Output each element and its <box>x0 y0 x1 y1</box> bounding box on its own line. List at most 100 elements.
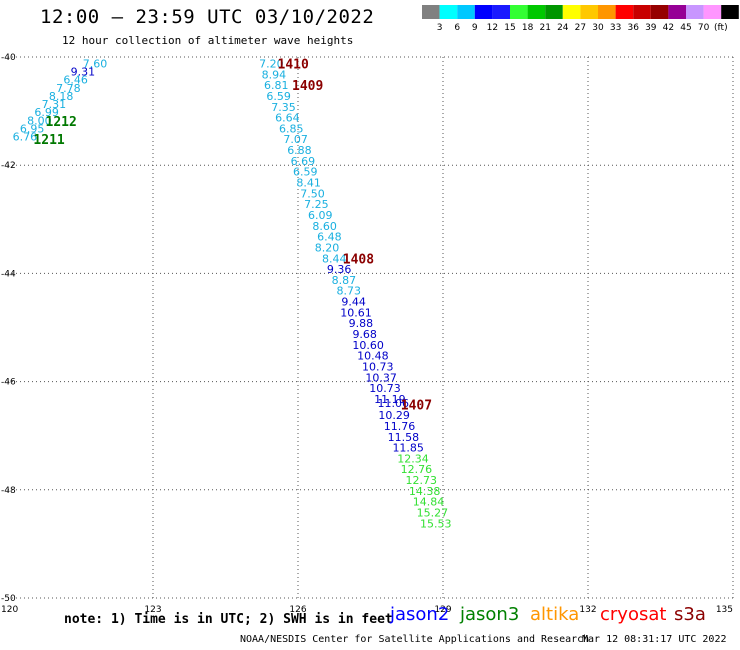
legend-swatch <box>703 5 722 19</box>
swh-value: 10.73 <box>369 382 401 395</box>
legend-label: 15 <box>504 23 515 33</box>
y-tick-label: -40 <box>1 53 16 63</box>
y-tick-label: -50 <box>1 594 16 604</box>
pass-time-label: 1211 <box>33 133 64 148</box>
swh-value: 6.88 <box>287 144 312 157</box>
swh-value: 6.59 <box>293 166 318 179</box>
swh-value: 12.73 <box>406 474 438 487</box>
swh-value: 8.18 <box>49 90 74 103</box>
legend-label: 70 <box>698 23 710 33</box>
swh-value: 7.31 <box>42 98 67 111</box>
x-tick-label: 132 <box>579 605 596 615</box>
legend-swatch <box>439 5 458 19</box>
swh-value: 6.64 <box>275 112 300 125</box>
swh-value: 14.84 <box>413 496 445 509</box>
swh-value: 9.44 <box>341 296 366 309</box>
satellite-jason3: jason3 <box>460 604 520 625</box>
legend-label: 30 <box>592 23 604 33</box>
swh-value: 10.60 <box>352 339 384 352</box>
swh-value: 6.85 <box>279 122 304 135</box>
pass-time-label: 1407 <box>401 398 432 413</box>
swh-value: 10.61 <box>340 306 372 319</box>
y-tick-label: -48 <box>1 486 16 496</box>
legend-label: 36 <box>627 23 639 33</box>
swh-value: 6.95 <box>20 122 45 135</box>
legend-swatch <box>474 5 493 19</box>
legend-unit: (ft) <box>714 23 728 33</box>
satellite-altika: altika <box>530 604 580 625</box>
credit-text: NOAA/NESDIS Center for Satellite Applica… <box>240 634 590 645</box>
legend-swatch <box>510 5 528 19</box>
legend-swatch <box>457 5 475 19</box>
legend-swatch <box>598 5 616 19</box>
legend-swatch <box>545 5 563 19</box>
swh-value: 7.20 <box>259 57 284 70</box>
swh-value: 12.76 <box>401 463 433 476</box>
swh-value: 7.60 <box>83 57 108 70</box>
legend-label: 6 <box>454 23 460 33</box>
page-subtitle: 12 hour collection of altimeter wave hei… <box>62 34 354 47</box>
y-tick-label: -42 <box>1 161 16 171</box>
legend-swatch <box>527 5 546 19</box>
y-tick-label: -46 <box>1 378 16 388</box>
swh-value: 10.29 <box>378 409 410 422</box>
legend-label: 3 <box>437 23 443 33</box>
swh-value: 10.48 <box>357 350 389 363</box>
swh-value: 6.48 <box>317 231 342 244</box>
legend-label: 21 <box>539 23 550 33</box>
y-tick-label: -44 <box>1 269 16 279</box>
x-tick-label: 120 <box>1 605 18 615</box>
legend-swatch <box>633 5 651 19</box>
swh-value: 10.73 <box>362 360 394 373</box>
legend-swatch <box>721 5 739 19</box>
legend-label: 12 <box>487 23 498 33</box>
swh-value: 7.35 <box>271 101 296 114</box>
swh-value: 9.88 <box>349 317 374 330</box>
swh-value: 7.07 <box>283 133 308 146</box>
swh-value: 6.09 <box>308 209 333 222</box>
swh-value: 15.27 <box>417 507 449 520</box>
swh-value: 12.34 <box>397 452 429 465</box>
pass-time-label: 1408 <box>343 252 374 267</box>
legend-swatch <box>650 5 669 19</box>
swh-value: 10.37 <box>365 371 397 384</box>
swh-value: 9.36 <box>327 263 352 276</box>
legend-swatch <box>422 5 440 19</box>
swh-value: 8.41 <box>296 177 321 190</box>
legend-swatch <box>686 5 704 19</box>
swh-value: 8.20 <box>315 241 340 254</box>
swh-value: 11.58 <box>388 431 420 444</box>
satellite-s3a: s3a <box>674 604 706 625</box>
pass-time-label: 1410 <box>278 57 309 72</box>
legend-swatch <box>615 5 634 19</box>
swh-value: 11.76 <box>384 420 416 433</box>
swh-value: 11.85 <box>392 442 424 455</box>
swh-value: 6.76 <box>13 131 38 144</box>
legend-label: 42 <box>663 23 674 33</box>
swh-value: 6.46 <box>63 74 88 87</box>
swh-value: 9.68 <box>352 328 377 341</box>
footer-note: note: 1) Time is in UTC; 2) SWH is in fe… <box>64 612 393 627</box>
swh-value: 8.87 <box>332 274 357 287</box>
page-title: 12:00 – 23:59 UTC 03/10/2022 <box>40 6 375 28</box>
swh-value: 9.31 <box>71 66 96 79</box>
color-legend: 3 6 9 12 15 18 21 24 27 30 33 36 39 42 45 70 (ft) <box>422 5 739 33</box>
pass-time-label: 1212 <box>46 115 77 130</box>
legend-label: 45 <box>680 23 691 33</box>
swh-value: 6.99 <box>34 106 59 119</box>
swh-value: 8.00 <box>27 114 52 127</box>
legend-label: 9 <box>472 23 478 33</box>
swh-value: 14.38 <box>409 485 441 498</box>
swh-value: 11.06 <box>377 397 409 410</box>
x-tick-label: 123 <box>144 605 161 615</box>
legend-label: 18 <box>522 23 534 33</box>
legend-swatch <box>492 5 510 19</box>
satellite-cryosat: cryosat <box>600 604 667 625</box>
legend-label: 24 <box>557 23 569 33</box>
pass-time-label: 1409 <box>292 79 323 94</box>
swh-value: 7.78 <box>56 82 81 95</box>
satellite-jason2: jason2 <box>390 604 450 625</box>
legend-swatch <box>562 5 581 19</box>
swh-value: 8.94 <box>262 68 287 81</box>
